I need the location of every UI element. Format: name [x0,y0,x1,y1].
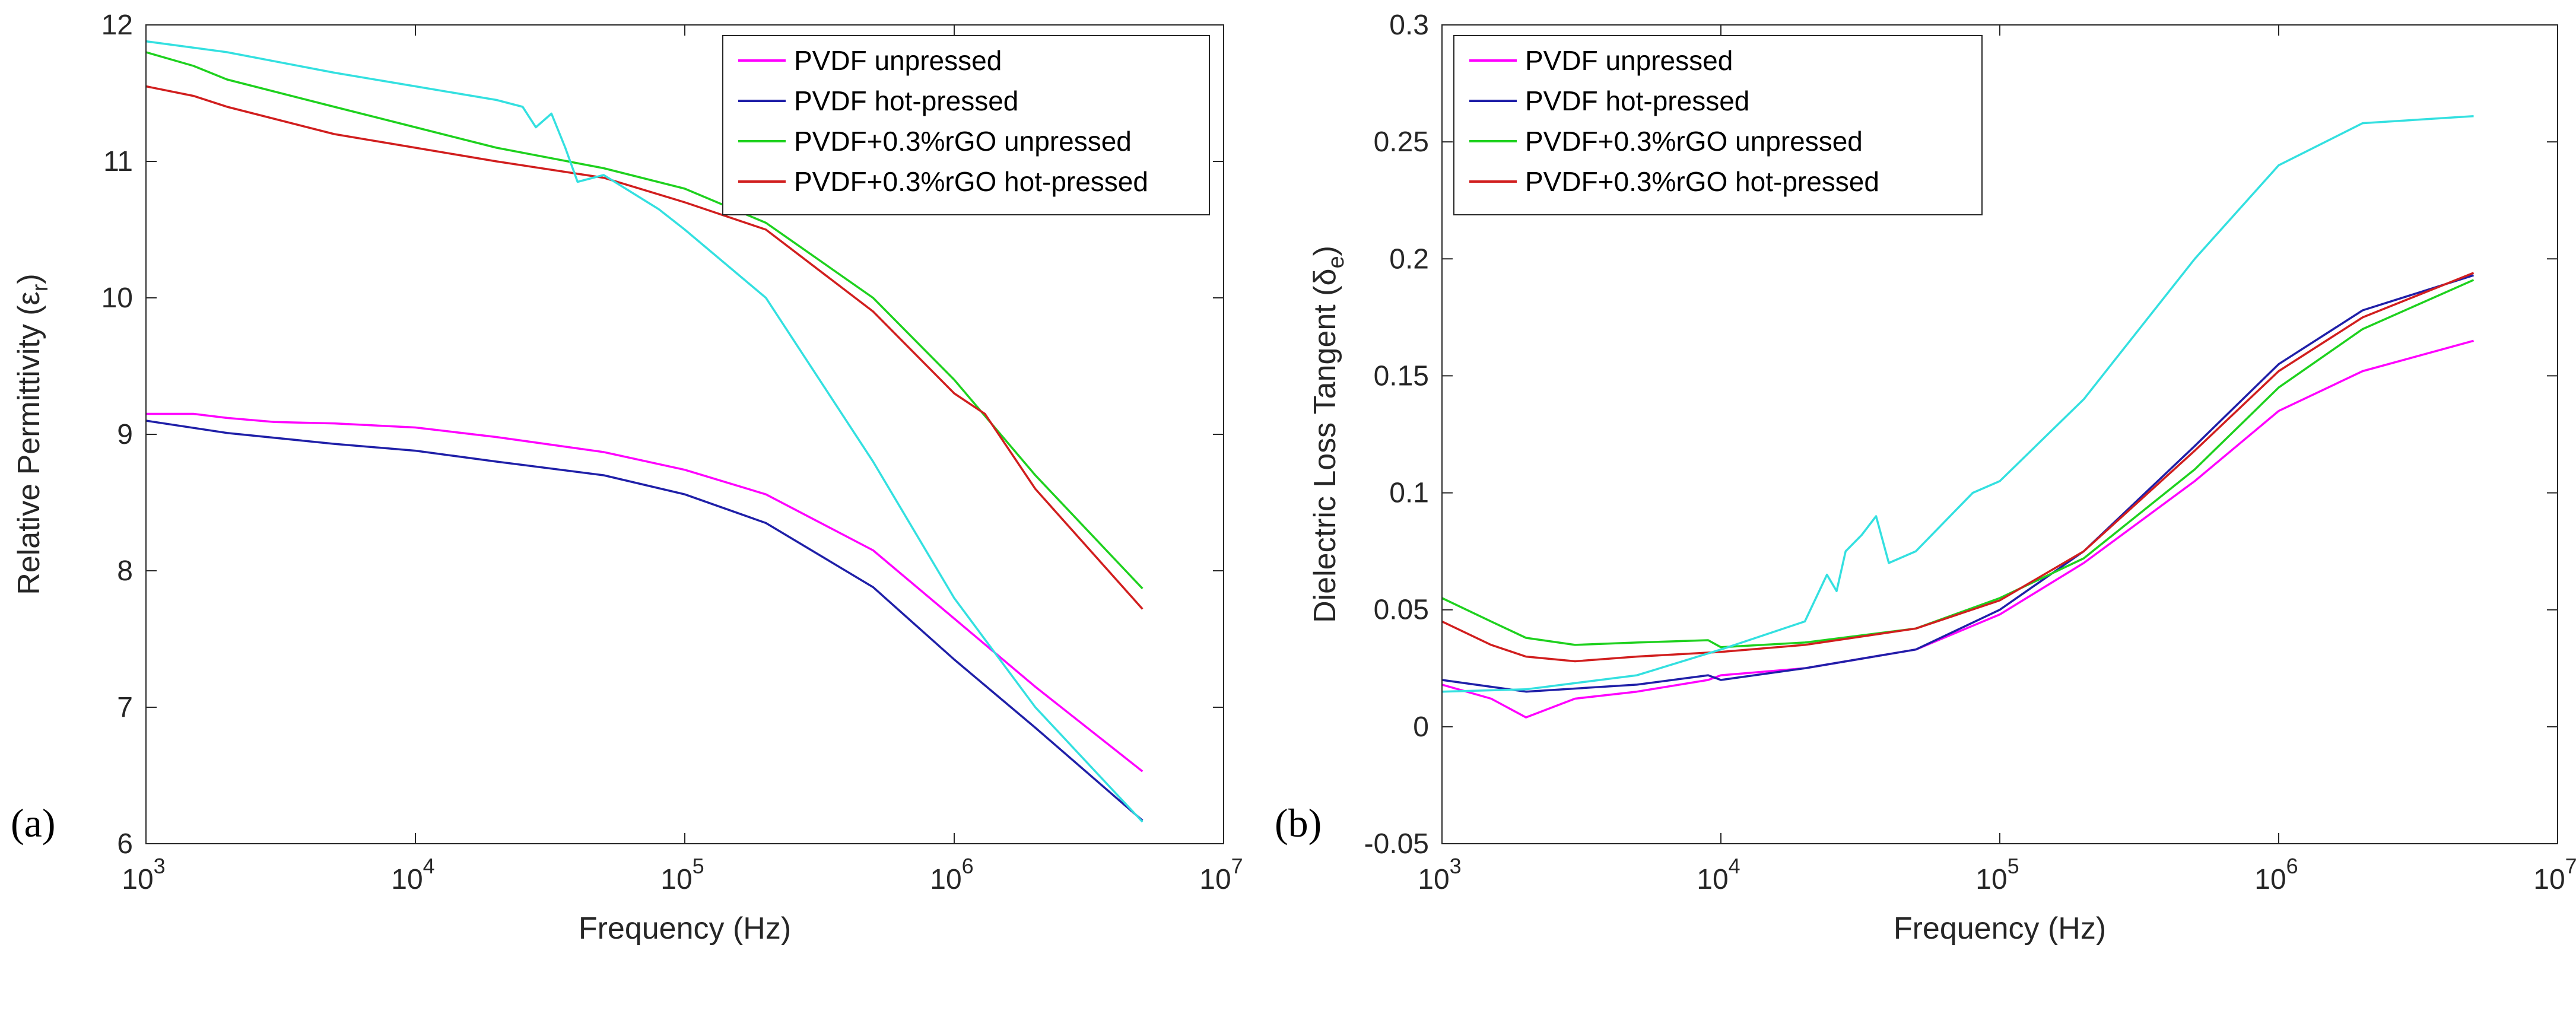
y-tick-label: 6 [117,828,133,860]
legend-box-b [1453,35,1983,215]
series-line-2 [1441,274,2475,693]
series-line-2 [145,419,1144,822]
y-tick-label: 0.05 [1374,595,1429,626]
y-tick-label: -0.05 [1364,828,1429,860]
y-tick-label: 0.25 [1374,126,1429,158]
legend-entry: PVDF+0.3%rGO hot-pressed [794,166,1148,197]
series-line-1 [146,412,1144,773]
x-axis-label: Frequency (Hz) [1894,911,2106,946]
series-line-3 [1441,279,2475,649]
y-axis-label: Relative Permittivity (εr) [12,274,53,595]
legend-entry: PVDF+0.3%rGO hot-pressed [1525,166,1879,197]
series-line-5 [1441,115,2474,693]
legend-box-a [722,35,1210,215]
series-line-5 [145,40,1144,823]
y-axis-label: Dielectric Loss Tangent (δe) [1308,246,1349,623]
x-tick-exponent: 5 [693,854,704,878]
legend-entry: PVDF+0.3%rGO unpressed [1525,126,1863,157]
y-tick-label: 9 [117,419,133,450]
y-tick-label: 10 [101,282,133,314]
legend-entry: PVDF hot-pressed [1525,85,1749,116]
x-tick-exponent: 4 [423,854,435,878]
y-tick-label: 0.3 [1389,9,1429,41]
x-tick-exponent: 6 [2286,854,2298,878]
legend-entry: PVDF+0.3%rGO unpressed [794,126,1132,157]
axes-frame-a [145,24,1224,844]
x-tick-exponent: 4 [1729,854,1740,878]
y-tick-label: 11 [103,146,133,177]
axes-frame-b [1441,24,2558,844]
x-tick-exponent: 3 [154,854,166,878]
y-tick-label: 0 [1413,711,1429,743]
legend-entry: PVDF unpressed [794,45,1002,76]
y-tick-label: 7 [117,692,133,723]
series-line-4 [1441,272,2475,663]
series-line-4 [145,85,1144,610]
y-tick-label: 12 [101,9,133,41]
x-tick-exponent: 5 [2008,854,2019,878]
y-tick-label: 0.15 [1374,360,1429,392]
x-tick-exponent: 6 [962,854,974,878]
x-tick-exponent: 7 [2565,854,2576,878]
legend-entry: PVDF hot-pressed [794,85,1018,116]
x-tick-exponent: 7 [1231,854,1243,878]
y-tick-label: 8 [117,555,133,587]
y-tick-label: 0.2 [1389,243,1429,275]
legend-entry: PVDF unpressed [1525,45,1733,76]
panel-label: (a) [11,800,55,845]
x-tick-exponent: 3 [1450,854,1462,878]
series-line-3 [145,51,1144,590]
y-tick-label: 0.1 [1389,478,1429,509]
x-axis-label: Frequency (Hz) [579,911,791,946]
panel-label: (b) [1275,800,1322,845]
panel-b-chart: 103 104 105 106 107-0.0500.050.10.150.20.250… [1275,9,2576,946]
